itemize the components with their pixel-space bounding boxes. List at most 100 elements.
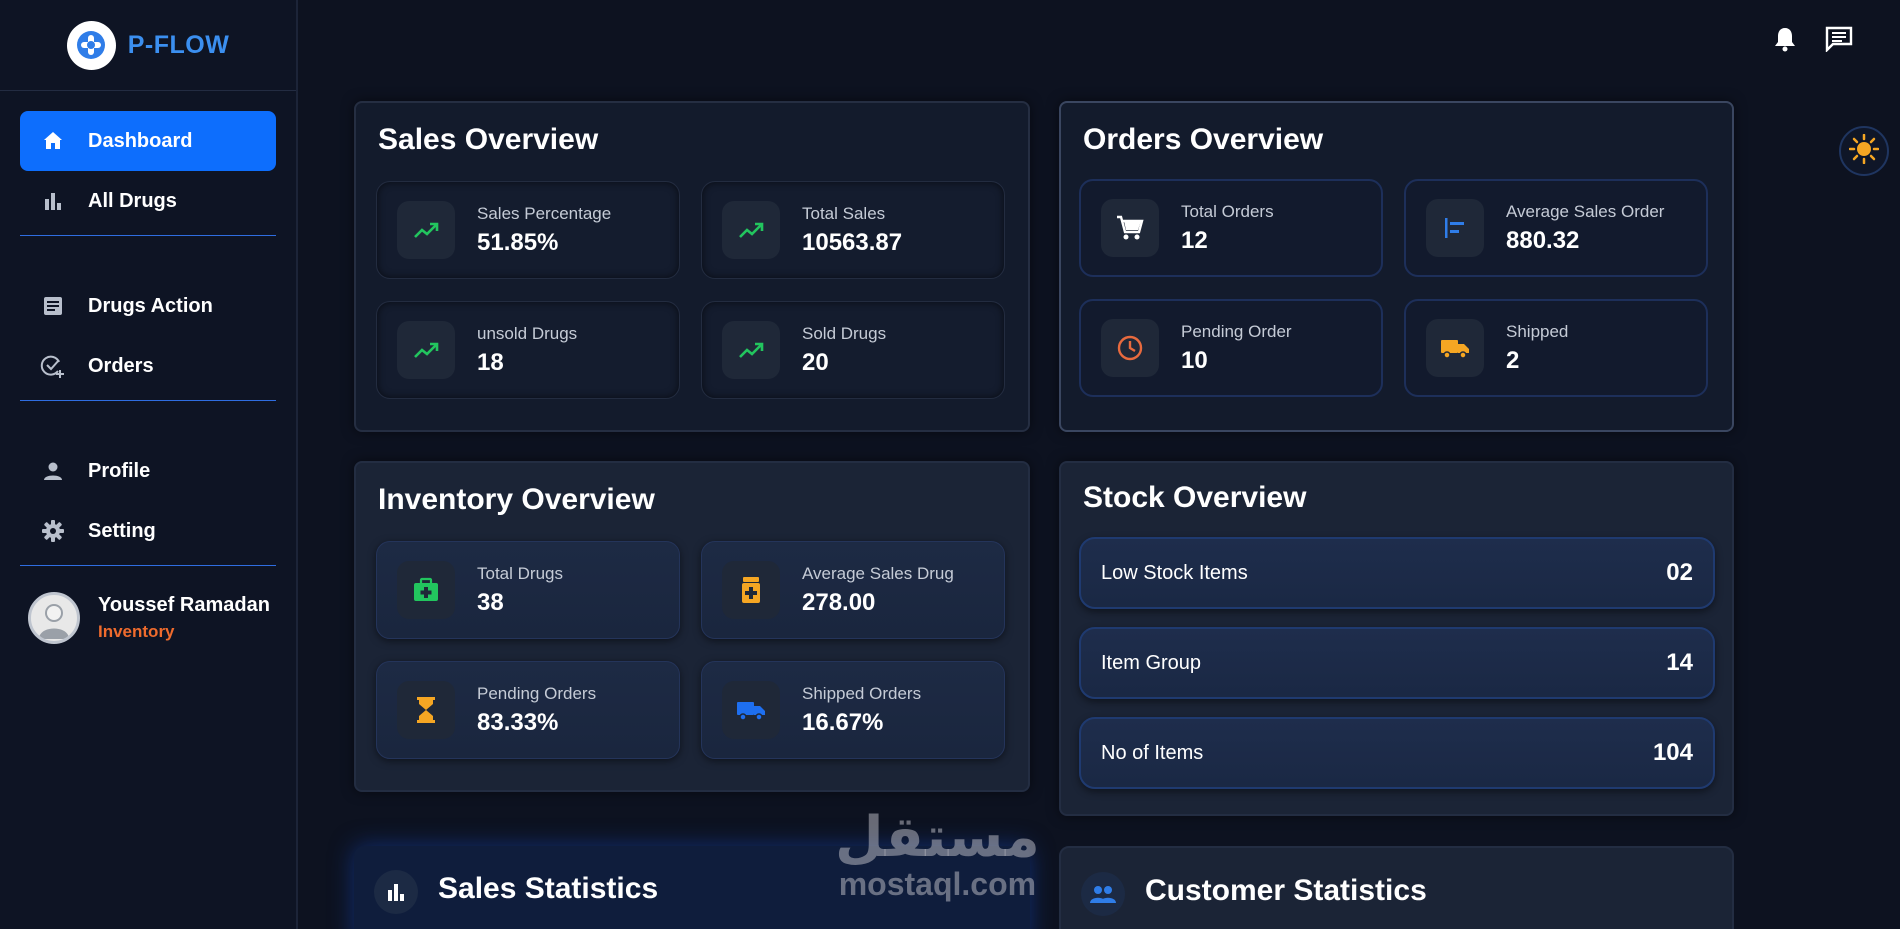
watermark-latin: mostaql.com [838, 866, 1037, 902]
users-icon [1081, 872, 1125, 916]
stat-total-drugs[interactable]: Total Drugs 38 [376, 541, 680, 639]
stock-row-item-group[interactable]: Item Group 14 [1079, 627, 1715, 699]
avatar [28, 592, 80, 644]
sidebar-item-label: Drugs Action [88, 294, 213, 317]
stat-label: Pending Orders [477, 683, 597, 703]
stat-value: 38 [477, 588, 504, 616]
stat-sold-drugs[interactable]: Sold Drugs 20 [701, 301, 1005, 399]
stat-label: Shipped Orders [802, 683, 922, 703]
card-title: Customer Statistics [1145, 874, 1427, 907]
stat-total-sales[interactable]: Total Sales 10563.87 [701, 181, 1005, 279]
sidebar-item-label: Orders [88, 354, 154, 377]
trending-up-icon [397, 321, 455, 379]
sales-statistics-card: Sales Statistics [354, 846, 1030, 929]
sidebar-item-dashboard[interactable]: Dashboard [20, 111, 276, 171]
hourglass-icon [397, 681, 455, 739]
truck-icon [1426, 319, 1484, 377]
sidebar: P-FLOW Dashboard All Drugs Drugs Action [0, 0, 298, 929]
home-icon [40, 128, 66, 154]
stock-row-low-stock[interactable]: Low Stock Items 02 [1079, 537, 1715, 609]
stock-value: 14 [1666, 649, 1693, 676]
nav-divider [20, 400, 276, 401]
card-title: Sales Overview [378, 123, 599, 156]
user-role: Inventory [98, 622, 175, 641]
medicine-bottle-icon [722, 561, 780, 619]
brand[interactable]: P-FLOW [0, 0, 296, 91]
user-name: Youssef Ramadan [98, 594, 270, 616]
stock-label: Low Stock Items [1101, 561, 1248, 584]
stat-label: Total Drugs [477, 563, 563, 583]
orders-overview-card: Orders Overview Total Orders 12 Average S… [1059, 101, 1734, 432]
stat-average-sales-drug[interactable]: Average Sales Drug 278.00 [701, 541, 1005, 639]
stat-label: Average Sales Drug [802, 563, 954, 583]
stat-label: Shipped [1506, 321, 1569, 341]
trending-up-icon [722, 201, 780, 259]
stat-average-sales-order[interactable]: Average Sales Order 880.32 [1404, 179, 1708, 277]
medical-kit-icon [397, 561, 455, 619]
stock-label: No of Items [1101, 741, 1204, 764]
stat-total-orders[interactable]: Total Orders 12 [1079, 179, 1383, 277]
sidebar-item-profile[interactable]: Profile [20, 441, 276, 501]
stat-value: 278.00 [802, 588, 876, 616]
truck-icon [722, 681, 780, 739]
sidebar-item-label: Setting [88, 519, 156, 542]
stock-overview-card: Stock Overview Low Stock Items 02 Item G… [1059, 461, 1734, 816]
sidebar-item-orders[interactable]: Orders [20, 336, 276, 396]
person-icon [40, 458, 66, 484]
align-left-icon [1426, 199, 1484, 257]
stat-unsold-drugs[interactable]: unsold Drugs 18 [376, 301, 680, 399]
stat-shipped-orders[interactable]: Shipped Orders 16.67% [701, 661, 1005, 759]
brand-name: P-FLOW [127, 30, 230, 59]
clock-icon [1101, 319, 1159, 377]
stat-value: 20 [802, 348, 829, 376]
stat-value: 880.32 [1506, 226, 1580, 254]
watermark-arabic: مستقل [835, 805, 1040, 870]
sidebar-nav: Dashboard All Drugs Drugs Action Orders [0, 91, 296, 566]
stat-value: 51.85% [477, 228, 559, 256]
stat-label: Average Sales Order [1506, 201, 1665, 221]
stat-pending-order[interactable]: Pending Order 10 [1079, 299, 1383, 397]
bar-chart-icon [374, 870, 418, 914]
check-plus-icon [40, 353, 66, 379]
inventory-overview-card: Inventory Overview Total Drugs 38 Average… [354, 461, 1030, 792]
stock-row-no-of-items[interactable]: No of Items 104 [1079, 717, 1715, 789]
stat-value: 12 [1181, 226, 1208, 254]
sun-icon [1848, 133, 1880, 169]
nav-divider [20, 565, 276, 566]
stat-label: Sales Percentage [477, 203, 612, 223]
stat-value: 18 [477, 348, 504, 376]
message-icon[interactable] [1825, 26, 1853, 57]
stat-label: unsold Drugs [477, 323, 578, 343]
nav-divider [20, 235, 276, 236]
stat-value: 10563.87 [802, 228, 903, 256]
stat-label: Pending Order [1181, 321, 1292, 341]
stat-value: 83.33% [477, 708, 559, 736]
stat-value: 16.67% [802, 708, 884, 736]
sidebar-item-all-drugs[interactable]: All Drugs [20, 171, 276, 231]
trending-up-icon [722, 321, 780, 379]
card-title: Stock Overview [1083, 481, 1307, 514]
sidebar-item-drugs-action[interactable]: Drugs Action [20, 276, 276, 336]
stat-shipped[interactable]: Shipped 2 [1404, 299, 1708, 397]
bell-icon[interactable] [1773, 26, 1797, 57]
stock-label: Item Group [1101, 651, 1202, 674]
customer-statistics-card: Customer Statistics [1059, 846, 1734, 929]
stat-value: 2 [1506, 346, 1520, 374]
card-title: Inventory Overview [378, 483, 655, 516]
card-title: Sales Statistics [438, 872, 659, 905]
sidebar-item-label: Dashboard [88, 129, 193, 152]
stat-pending-orders[interactable]: Pending Orders 83.33% [376, 661, 680, 759]
sidebar-item-label: Profile [88, 459, 151, 482]
cart-icon [1101, 199, 1159, 257]
theme-toggle-button[interactable] [1839, 126, 1889, 176]
header-actions [1773, 26, 1853, 57]
stock-value: 104 [1652, 739, 1693, 766]
stat-label: Total Orders [1181, 201, 1274, 221]
card-title: Orders Overview [1083, 123, 1324, 156]
user-profile[interactable]: Youssef Ramadan Inventory [0, 566, 296, 644]
stat-sales-percentage[interactable]: Sales Percentage 51.85% [376, 181, 680, 279]
sidebar-item-setting[interactable]: Setting [20, 501, 276, 561]
sidebar-item-label: All Drugs [88, 189, 177, 212]
gear-icon [40, 518, 66, 544]
stat-label: Total Sales [802, 203, 886, 223]
